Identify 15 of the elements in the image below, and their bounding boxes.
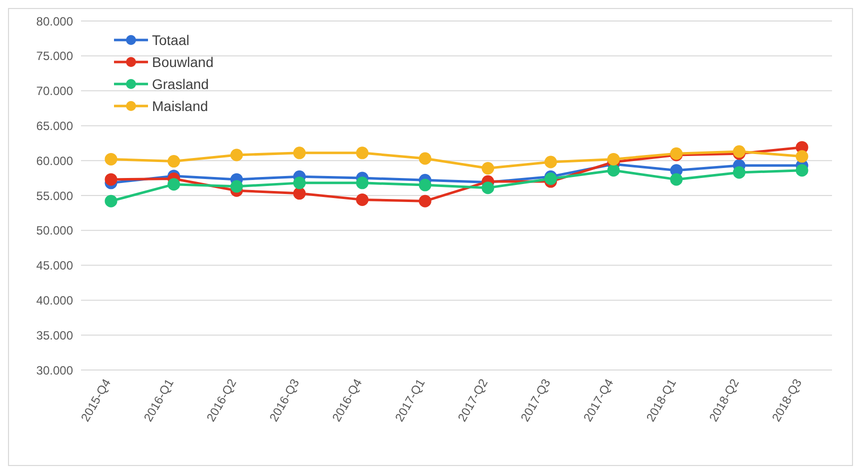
y-tick-label: 55.000 bbox=[36, 188, 74, 203]
y-tick-label: 75.000 bbox=[36, 49, 74, 64]
legend-label: Grasland bbox=[152, 75, 209, 94]
y-tick-label: 80.000 bbox=[36, 14, 74, 28]
y-tick-label: 30.000 bbox=[36, 363, 74, 378]
y-tick-label: 70.000 bbox=[36, 84, 74, 98]
legend-label: Bouwland bbox=[152, 53, 214, 72]
legend-label: Totaal bbox=[152, 31, 190, 50]
y-tick-label: 35.000 bbox=[36, 328, 74, 342]
y-tick-label: 65.000 bbox=[36, 118, 74, 133]
y-tick-label: 45.000 bbox=[36, 258, 74, 273]
legend-label: Maisland bbox=[152, 97, 208, 116]
y-tick-label: 50.000 bbox=[36, 224, 74, 238]
y-tick-label: 40.000 bbox=[36, 293, 74, 308]
y-tick-label: 60.000 bbox=[36, 154, 74, 168]
